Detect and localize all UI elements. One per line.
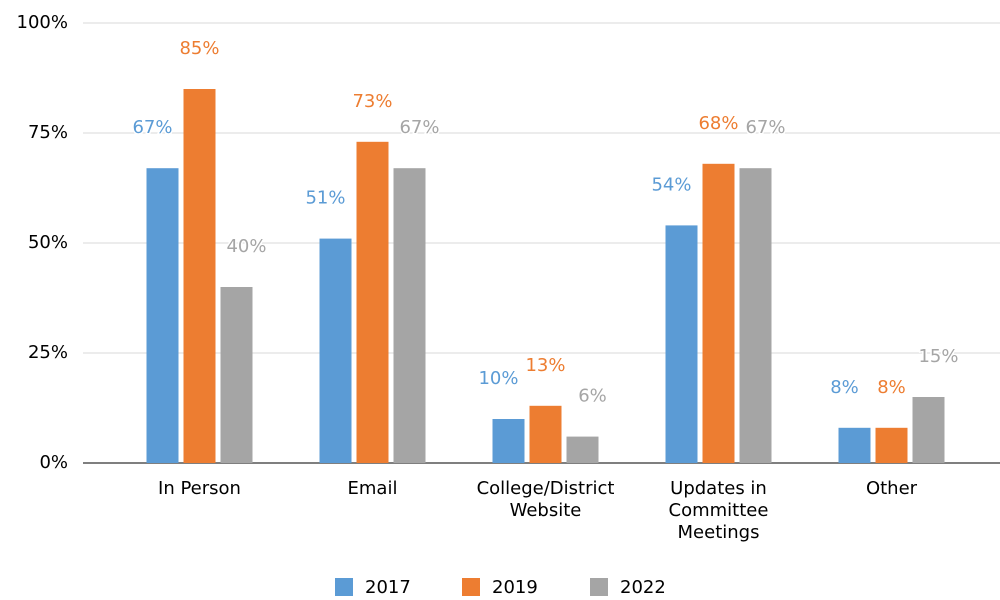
bar [356,141,389,464]
data-label: 67% [132,117,172,138]
x-tick-label: In Person [158,478,241,499]
bar [702,163,735,464]
y-tick-label: 25% [28,342,68,363]
legend-label: 2022 [620,577,666,598]
bar [393,168,426,463]
bar [529,405,562,463]
data-label: 8% [830,377,859,398]
x-tick-label: Email [347,478,398,499]
legend-swatch [462,578,480,596]
bar [875,427,908,463]
legend-label: 2017 [365,577,411,598]
x-tick-label: Updates in Committee Meetings [668,478,769,543]
data-label: 73% [352,91,392,112]
data-label: 68% [698,113,738,134]
bar [912,397,945,463]
y-tick-label: 75% [28,122,68,143]
bar [838,427,871,463]
y-tick-label: 50% [28,232,68,253]
x-tick-label: Other [865,478,918,499]
bar [183,89,216,463]
bar [220,287,253,463]
data-label: 51% [305,188,345,209]
data-label: 15% [918,346,958,367]
data-label: 40% [226,236,266,257]
legend-swatch [590,578,608,596]
x-tick-label-box: Other [865,478,918,499]
y-tick-label: 100% [17,12,68,33]
data-label: 54% [651,174,691,195]
x-tick-label-box: In Person [158,478,241,499]
x-tick-label-box: College/District Website [476,478,615,521]
x-tick-label-box: Updates in Committee Meetings [668,478,769,543]
data-label: 13% [525,355,565,376]
data-label: 6% [578,386,607,407]
bar [665,225,698,463]
data-label: 85% [179,38,219,59]
bar [492,419,525,463]
y-tick-label: 0% [39,452,68,473]
data-label: 8% [877,377,906,398]
bar [566,436,599,463]
x-tick-label: College/District Website [476,478,615,521]
data-label: 67% [745,117,785,138]
bar [739,168,772,463]
legend-swatch [335,578,353,596]
data-label: 10% [478,368,518,389]
x-tick-label-box: Email [347,478,398,499]
data-label: 67% [399,117,439,138]
bar [146,168,179,463]
legend-label: 2019 [492,577,538,598]
bar [319,238,352,463]
